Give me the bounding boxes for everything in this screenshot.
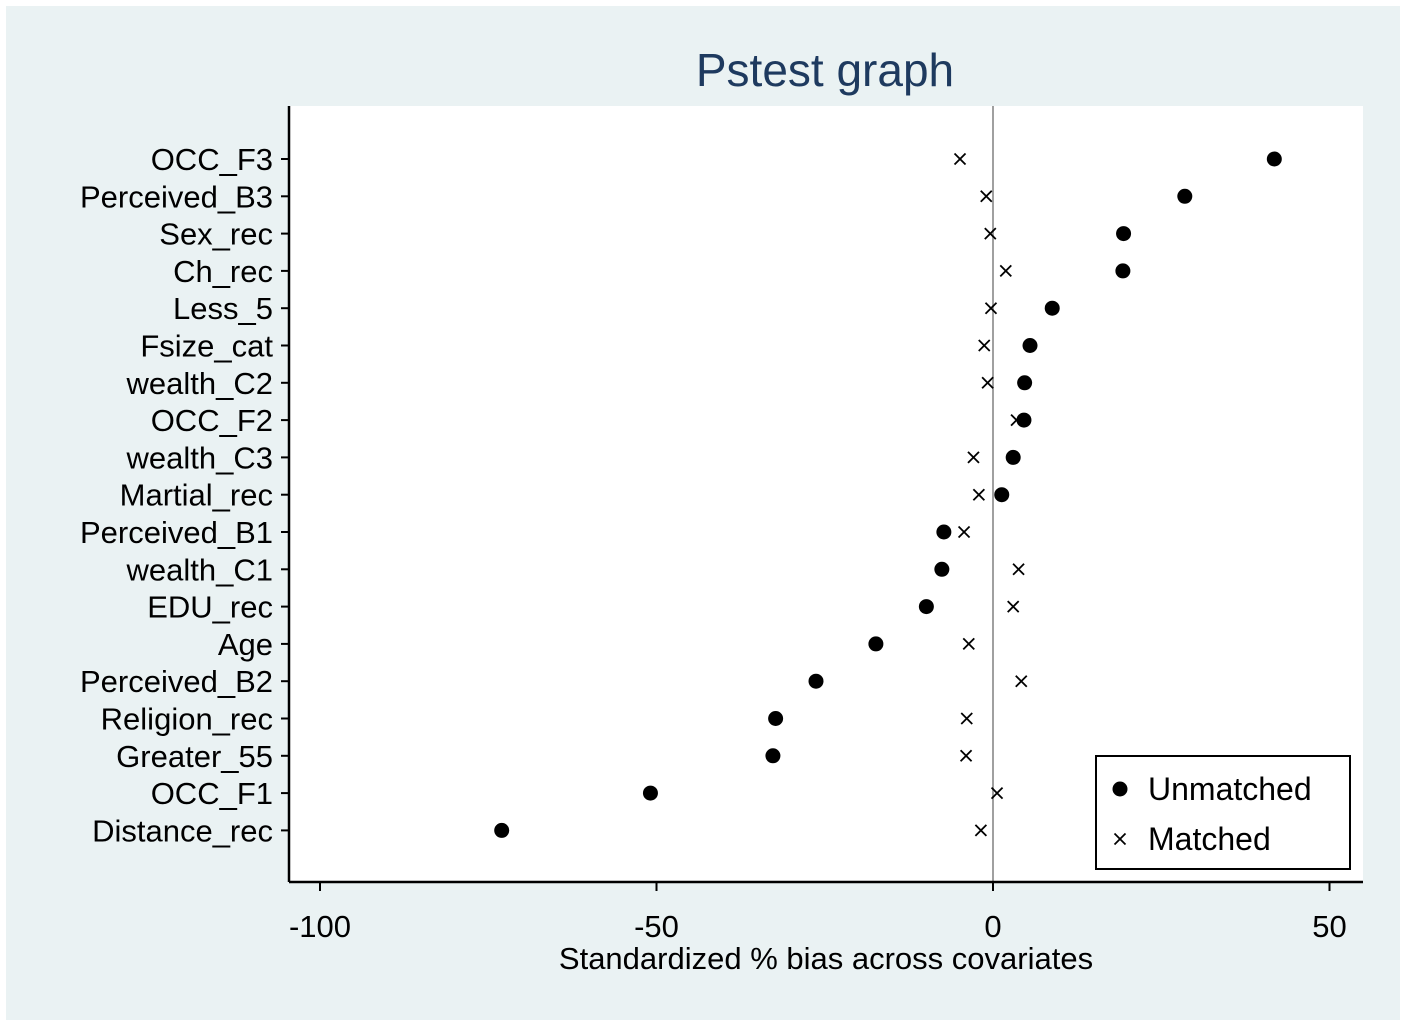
y-tick-label: Perceived_B1 (80, 515, 273, 550)
x-tick-label: 50 (1312, 909, 1346, 944)
legend-marker-unmatched (1112, 781, 1128, 797)
unmatched-point (765, 748, 781, 764)
y-tick-label: Age (218, 627, 273, 662)
unmatched-point (808, 673, 824, 689)
y-tick-label: Religion_rec (101, 702, 273, 737)
matched-point (953, 152, 967, 166)
unmatched-point (1022, 338, 1038, 353)
unmatched-point (1044, 300, 1060, 316)
x-axis-title: Standardized % bias across covariates (559, 941, 1093, 976)
y-tick-label: EDU_rec (147, 590, 273, 625)
y-tick-label: Ch_rec (173, 254, 273, 289)
matched-point (978, 339, 991, 352)
unmatched-point (1177, 188, 1193, 204)
y-tick-label: Sex_rec (159, 217, 273, 252)
unmatched-point (1005, 449, 1021, 465)
legend-box (1095, 755, 1351, 870)
matched-point (984, 302, 998, 315)
matched-point (960, 712, 973, 725)
y-tick-label: Distance_rec (92, 813, 273, 848)
unmatched-point (494, 822, 510, 838)
y-tick-label: Greater_55 (116, 739, 273, 774)
y-tick-label: Martial_rec (120, 478, 273, 513)
matched-point (974, 824, 988, 837)
y-tick-label: wealth_C2 (126, 366, 273, 401)
matched-point (957, 525, 971, 539)
x-tick-label: -100 (289, 909, 351, 944)
matched-point (984, 227, 997, 240)
unmatched-point (642, 785, 658, 801)
matched-point (1015, 675, 1028, 688)
legend-label-matched: Matched (1148, 821, 1271, 857)
y-tick-label: Perceived_B2 (80, 664, 273, 699)
unmatched-point (1116, 226, 1132, 242)
y-tick-label: Perceived_B3 (80, 179, 273, 214)
unmatched-point (934, 561, 950, 577)
matched-point (959, 749, 973, 762)
y-tick-label: Less_5 (173, 291, 273, 326)
unmatched-point (768, 711, 784, 726)
matched-point (962, 637, 975, 651)
matched-point (1012, 563, 1025, 576)
unmatched-point (1017, 375, 1033, 391)
matched-point (1007, 600, 1020, 613)
y-tick-label: Fsize_cat (140, 329, 273, 364)
y-tick-label: OCC_F2 (151, 403, 273, 438)
unmatched-point (1266, 151, 1282, 167)
matched-point (1010, 413, 1023, 427)
legend: Unmatched Matched (1095, 755, 1351, 870)
x-tick-label: -50 (634, 909, 679, 944)
unmatched-point (1016, 412, 1032, 428)
unmatched-point (868, 636, 884, 652)
y-tick-label: OCC_F3 (151, 142, 273, 177)
unmatched-point (994, 487, 1010, 503)
legend-marker-matched (1113, 832, 1127, 846)
matched-point (972, 488, 986, 501)
matched-point (967, 451, 980, 464)
y-tick-label: OCC_F1 (151, 776, 273, 811)
y-tick-label: wealth_C1 (126, 552, 273, 587)
matched-point (980, 190, 993, 203)
unmatched-point (936, 524, 952, 540)
matched-point (990, 786, 1004, 800)
matched-point (999, 264, 1012, 278)
x-tick-label: 0 (984, 909, 1001, 944)
chart-title: Pstest graph (696, 44, 954, 96)
unmatched-point (1115, 263, 1131, 279)
legend-label-unmatched: Unmatched (1148, 771, 1312, 807)
matched-point (981, 376, 994, 389)
y-tick-label: wealth_C3 (126, 440, 273, 475)
unmatched-point (918, 599, 934, 615)
plot-area (289, 106, 1363, 882)
